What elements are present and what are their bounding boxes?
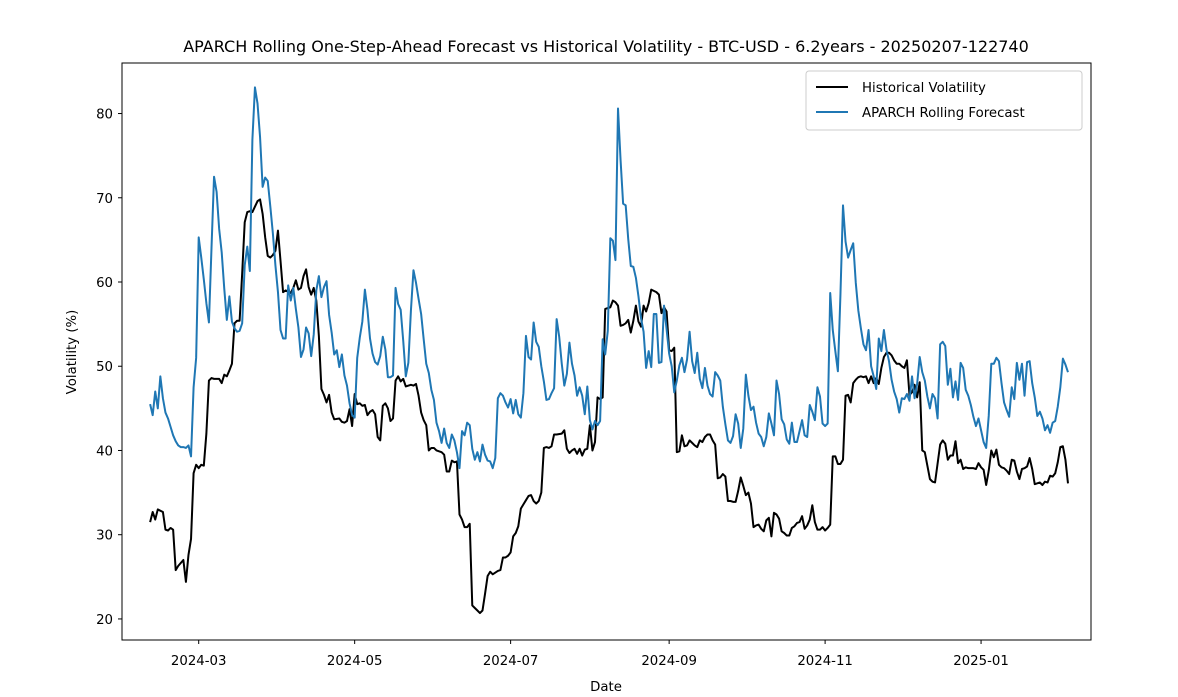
legend: Historical Volatility APARCH Rolling Fore…: [805, 70, 1083, 131]
y-tick-label: 20: [96, 613, 113, 628]
y-tick-label: 50: [96, 360, 113, 375]
plot-frame: [121, 62, 1092, 641]
legend-entry-label: APARCH Rolling Forecast: [862, 106, 1025, 121]
x-tick-label: 2024-07: [483, 654, 539, 669]
y-tick-label: 70: [96, 192, 113, 207]
series-line-historical-volatility: [149, 198, 1069, 615]
y-tick-label: 40: [96, 444, 113, 459]
plot-area: [149, 86, 1069, 615]
x-tick-label: 2024-11: [797, 654, 853, 669]
x-tick-label: 2024-05: [327, 654, 383, 669]
x-tick-label: 2024-09: [641, 654, 697, 669]
x-tick-label: 2024-03: [171, 654, 227, 669]
chart-title: APARCH Rolling One-Step-Ahead Forecast v…: [183, 37, 1029, 56]
x-axis-label: Date: [590, 680, 622, 695]
y-axis-label: Volatility (%): [65, 310, 80, 395]
y-tick-label: 80: [96, 108, 113, 123]
y-tick-label: 30: [96, 529, 113, 544]
series-line-aparch-forecast: [149, 86, 1069, 470]
axes: 2024-03 2024-05 2024-07 2024-09 2024-11 2025-…: [96, 62, 1092, 669]
legend-entry-label: Historical Volatility: [862, 81, 986, 96]
x-tick-label: 2025-01: [953, 654, 1009, 669]
y-tick-label: 60: [96, 276, 113, 291]
legend-box: [805, 70, 1083, 131]
